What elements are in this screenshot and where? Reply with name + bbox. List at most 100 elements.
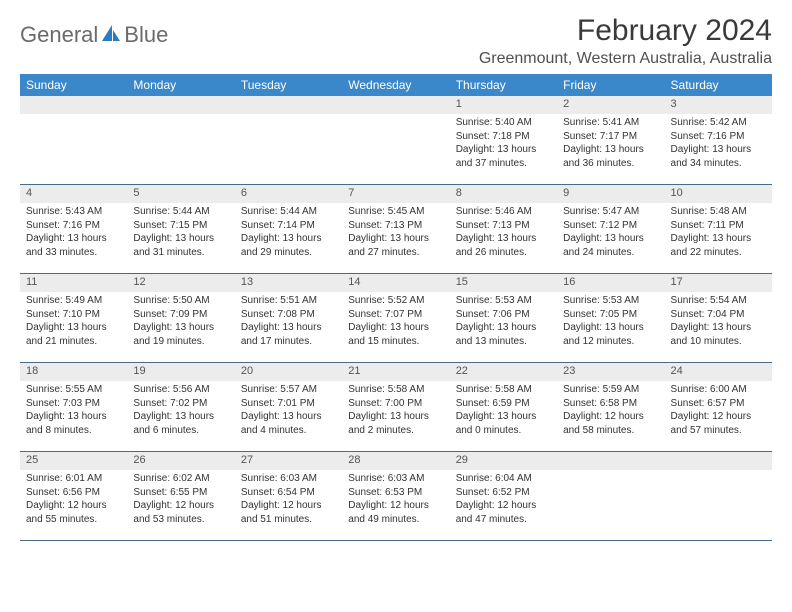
daylight-text: Daylight: 13 hours and 33 minutes. <box>26 232 121 259</box>
day-number: 4 <box>20 185 127 203</box>
day-cell: Sunrise: 5:51 AMSunset: 7:08 PMDaylight:… <box>235 292 342 362</box>
daylight-text: Daylight: 12 hours and 47 minutes. <box>456 499 551 526</box>
sunset-text: Sunset: 7:03 PM <box>26 397 121 411</box>
sunrise-text: Sunrise: 5:44 AM <box>241 205 336 219</box>
day-cell: Sunrise: 5:53 AMSunset: 7:06 PMDaylight:… <box>450 292 557 362</box>
sunrise-text: Sunrise: 5:41 AM <box>563 116 658 130</box>
logo-text-blue: Blue <box>124 22 168 48</box>
week-row: 123Sunrise: 5:40 AMSunset: 7:18 PMDaylig… <box>20 96 772 185</box>
day-cell <box>127 114 234 184</box>
day-cell <box>342 114 449 184</box>
week-number-bar: 2526272829 <box>20 452 772 470</box>
week-content-row: Sunrise: 5:43 AMSunset: 7:16 PMDaylight:… <box>20 203 772 273</box>
dayhead-monday: Monday <box>127 74 234 96</box>
sunset-text: Sunset: 7:06 PM <box>456 308 551 322</box>
day-number: 11 <box>20 274 127 292</box>
day-number: 20 <box>235 363 342 381</box>
daylight-text: Daylight: 13 hours and 34 minutes. <box>671 143 766 170</box>
daylight-text: Daylight: 12 hours and 57 minutes. <box>671 410 766 437</box>
daylight-text: Daylight: 13 hours and 8 minutes. <box>26 410 121 437</box>
sunset-text: Sunset: 7:02 PM <box>133 397 228 411</box>
week-content-row: Sunrise: 5:55 AMSunset: 7:03 PMDaylight:… <box>20 381 772 451</box>
daylight-text: Daylight: 13 hours and 26 minutes. <box>456 232 551 259</box>
sunset-text: Sunset: 7:13 PM <box>456 219 551 233</box>
day-number: 3 <box>665 96 772 114</box>
sunrise-text: Sunrise: 5:59 AM <box>563 383 658 397</box>
day-cell: Sunrise: 5:55 AMSunset: 7:03 PMDaylight:… <box>20 381 127 451</box>
calendar-page: General Blue February 2024 Greenmount, W… <box>0 0 792 555</box>
day-cell: Sunrise: 5:43 AMSunset: 7:16 PMDaylight:… <box>20 203 127 273</box>
daylight-text: Daylight: 13 hours and 36 minutes. <box>563 143 658 170</box>
day-number <box>557 452 664 470</box>
daylight-text: Daylight: 13 hours and 37 minutes. <box>456 143 551 170</box>
daylight-text: Daylight: 13 hours and 15 minutes. <box>348 321 443 348</box>
day-number: 13 <box>235 274 342 292</box>
day-number <box>20 96 127 114</box>
sunrise-text: Sunrise: 5:54 AM <box>671 294 766 308</box>
day-number: 6 <box>235 185 342 203</box>
sunset-text: Sunset: 7:04 PM <box>671 308 766 322</box>
daylight-text: Daylight: 13 hours and 17 minutes. <box>241 321 336 348</box>
week-row: 45678910Sunrise: 5:43 AMSunset: 7:16 PMD… <box>20 185 772 274</box>
day-number: 19 <box>127 363 234 381</box>
page-subtitle: Greenmount, Western Australia, Australia <box>479 50 772 68</box>
sunrise-text: Sunrise: 6:01 AM <box>26 472 121 486</box>
weeks-host: 123Sunrise: 5:40 AMSunset: 7:18 PMDaylig… <box>20 96 772 541</box>
logo-text-general: General <box>20 22 98 48</box>
day-cell: Sunrise: 5:47 AMSunset: 7:12 PMDaylight:… <box>557 203 664 273</box>
sunrise-text: Sunrise: 6:04 AM <box>456 472 551 486</box>
week-content-row: Sunrise: 5:49 AMSunset: 7:10 PMDaylight:… <box>20 292 772 362</box>
daylight-text: Daylight: 13 hours and 22 minutes. <box>671 232 766 259</box>
sunset-text: Sunset: 7:09 PM <box>133 308 228 322</box>
day-number: 24 <box>665 363 772 381</box>
day-number: 26 <box>127 452 234 470</box>
sunset-text: Sunset: 7:16 PM <box>671 130 766 144</box>
daylight-text: Daylight: 13 hours and 4 minutes. <box>241 410 336 437</box>
day-number: 28 <box>342 452 449 470</box>
day-cell: Sunrise: 5:57 AMSunset: 7:01 PMDaylight:… <box>235 381 342 451</box>
day-cell: Sunrise: 5:41 AMSunset: 7:17 PMDaylight:… <box>557 114 664 184</box>
sunset-text: Sunset: 7:01 PM <box>241 397 336 411</box>
sunset-text: Sunset: 7:16 PM <box>26 219 121 233</box>
daylight-text: Daylight: 13 hours and 2 minutes. <box>348 410 443 437</box>
day-number <box>342 96 449 114</box>
sunrise-text: Sunrise: 5:49 AM <box>26 294 121 308</box>
day-header-row: Sunday Monday Tuesday Wednesday Thursday… <box>20 74 772 96</box>
daylight-text: Daylight: 13 hours and 0 minutes. <box>456 410 551 437</box>
dayhead-friday: Friday <box>557 74 664 96</box>
day-number: 8 <box>450 185 557 203</box>
sunrise-text: Sunrise: 5:58 AM <box>348 383 443 397</box>
day-number: 14 <box>342 274 449 292</box>
sunset-text: Sunset: 7:08 PM <box>241 308 336 322</box>
calendar-grid: Sunday Monday Tuesday Wednesday Thursday… <box>20 74 772 541</box>
day-cell: Sunrise: 5:44 AMSunset: 7:15 PMDaylight:… <box>127 203 234 273</box>
dayhead-sunday: Sunday <box>20 74 127 96</box>
daylight-text: Daylight: 13 hours and 24 minutes. <box>563 232 658 259</box>
day-number: 12 <box>127 274 234 292</box>
week-number-bar: 18192021222324 <box>20 363 772 381</box>
day-cell: Sunrise: 5:49 AMSunset: 7:10 PMDaylight:… <box>20 292 127 362</box>
day-cell: Sunrise: 5:42 AMSunset: 7:16 PMDaylight:… <box>665 114 772 184</box>
day-number: 22 <box>450 363 557 381</box>
day-cell: Sunrise: 6:04 AMSunset: 6:52 PMDaylight:… <box>450 470 557 540</box>
day-number: 17 <box>665 274 772 292</box>
daylight-text: Daylight: 13 hours and 10 minutes. <box>671 321 766 348</box>
page-header: General Blue February 2024 Greenmount, W… <box>20 14 772 68</box>
day-number <box>127 96 234 114</box>
day-number <box>235 96 342 114</box>
day-cell: Sunrise: 5:40 AMSunset: 7:18 PMDaylight:… <box>450 114 557 184</box>
sunrise-text: Sunrise: 5:47 AM <box>563 205 658 219</box>
day-number: 21 <box>342 363 449 381</box>
week-content-row: Sunrise: 5:40 AMSunset: 7:18 PMDaylight:… <box>20 114 772 184</box>
day-number: 18 <box>20 363 127 381</box>
day-cell: Sunrise: 5:54 AMSunset: 7:04 PMDaylight:… <box>665 292 772 362</box>
sunrise-text: Sunrise: 5:52 AM <box>348 294 443 308</box>
week-number-bar: 123 <box>20 96 772 114</box>
day-number: 23 <box>557 363 664 381</box>
logo: General Blue <box>20 14 168 48</box>
sunset-text: Sunset: 7:12 PM <box>563 219 658 233</box>
sunrise-text: Sunrise: 6:03 AM <box>241 472 336 486</box>
day-cell: Sunrise: 5:53 AMSunset: 7:05 PMDaylight:… <box>557 292 664 362</box>
daylight-text: Daylight: 13 hours and 27 minutes. <box>348 232 443 259</box>
sunrise-text: Sunrise: 5:44 AM <box>133 205 228 219</box>
